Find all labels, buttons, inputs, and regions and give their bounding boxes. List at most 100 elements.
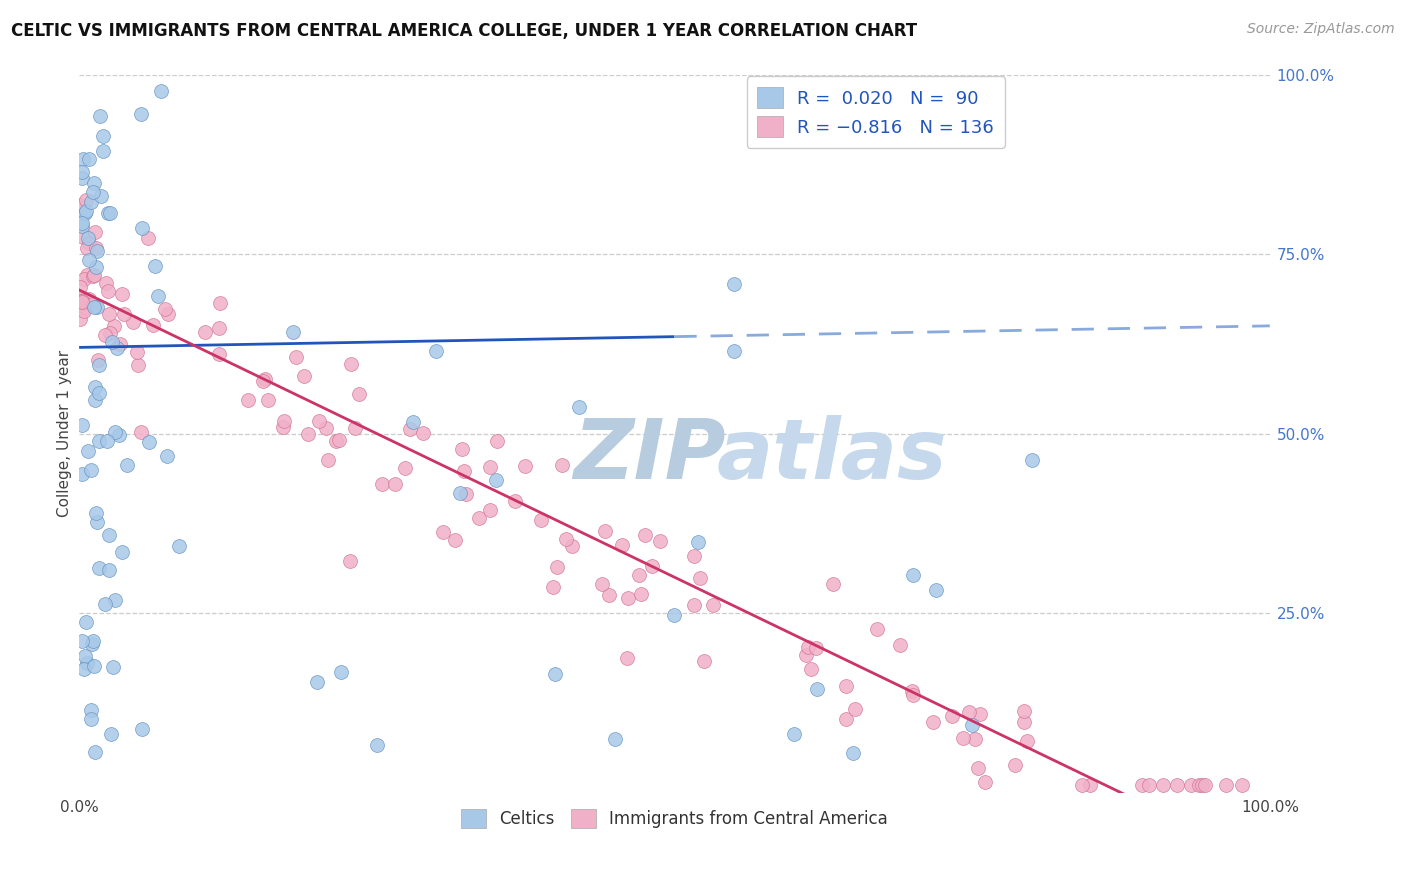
- Point: [80, 195, 103, 210]
- Point: [308, 414, 330, 428]
- Point: [252, 374, 274, 388]
- Point: [70, 418, 93, 433]
- Point: [505, 494, 527, 508]
- Point: [399, 422, 422, 436]
- Point: [83, 268, 105, 282]
- Point: [723, 343, 745, 358]
- Point: [70, 170, 93, 185]
- Point: [69, 280, 91, 294]
- Point: [129, 425, 152, 439]
- Point: [806, 640, 828, 655]
- Point: [98, 307, 121, 321]
- Point: [969, 706, 991, 721]
- Point: [561, 540, 583, 554]
- Point: [1137, 779, 1160, 793]
- Point: [87, 386, 110, 401]
- Point: [87, 358, 110, 372]
- Point: [75, 301, 97, 316]
- Point: [127, 358, 149, 372]
- Point: [96, 434, 118, 448]
- Text: ZIP: ZIP: [574, 415, 725, 496]
- Point: [693, 654, 716, 668]
- Point: [339, 554, 361, 568]
- Point: [80, 637, 103, 651]
- Legend: Celtics, Immigrants from Central America: Celtics, Immigrants from Central America: [454, 802, 894, 835]
- Point: [84, 380, 107, 394]
- Point: [1132, 779, 1154, 793]
- Point: [98, 563, 121, 577]
- Point: [89, 434, 111, 448]
- Point: [544, 667, 567, 681]
- Point: [330, 665, 353, 680]
- Point: [900, 684, 922, 698]
- Point: [513, 458, 536, 473]
- Point: [1004, 757, 1026, 772]
- Point: [125, 344, 148, 359]
- Point: [91, 145, 114, 159]
- Point: [952, 731, 974, 745]
- Point: [889, 638, 911, 652]
- Point: [328, 434, 350, 448]
- Point: [1166, 779, 1188, 793]
- Point: [155, 302, 177, 317]
- Point: [208, 347, 231, 361]
- Point: [75, 649, 97, 664]
- Point: [72, 153, 94, 167]
- Point: [794, 648, 817, 662]
- Point: [70, 467, 93, 481]
- Point: [1215, 779, 1237, 793]
- Point: [101, 660, 124, 674]
- Point: [70, 216, 93, 230]
- Point: [921, 714, 943, 729]
- Point: [844, 702, 866, 716]
- Point: [208, 321, 231, 335]
- Point: [73, 272, 96, 286]
- Point: [83, 659, 105, 673]
- Point: [69, 312, 91, 326]
- Point: [401, 416, 423, 430]
- Point: [479, 460, 502, 475]
- Point: [688, 535, 710, 549]
- Point: [347, 387, 370, 401]
- Point: [86, 301, 108, 315]
- Point: [485, 474, 508, 488]
- Point: [941, 708, 963, 723]
- Point: [554, 532, 576, 546]
- Point: [1080, 779, 1102, 793]
- Point: [97, 528, 120, 542]
- Text: CELTIC VS IMMIGRANTS FROM CENTRAL AMERICA COLLEGE, UNDER 1 YEAR CORRELATION CHAR: CELTIC VS IMMIGRANTS FROM CENTRAL AMERIC…: [11, 22, 917, 40]
- Point: [541, 580, 564, 594]
- Point: [702, 598, 724, 612]
- Point: [835, 679, 858, 693]
- Point: [77, 236, 100, 251]
- Point: [394, 460, 416, 475]
- Point: [297, 427, 319, 442]
- Point: [107, 341, 129, 355]
- Point: [273, 420, 295, 434]
- Point: [84, 260, 107, 275]
- Point: [131, 722, 153, 736]
- Point: [530, 513, 553, 527]
- Point: [901, 688, 924, 702]
- Point: [664, 608, 686, 623]
- Point: [343, 421, 366, 435]
- Point: [800, 662, 823, 676]
- Point: [97, 284, 120, 298]
- Point: [157, 307, 180, 321]
- Point: [79, 463, 101, 477]
- Point: [86, 516, 108, 530]
- Point: [90, 189, 112, 203]
- Point: [412, 426, 434, 441]
- Point: [108, 337, 131, 351]
- Point: [546, 560, 568, 574]
- Point: [82, 296, 104, 310]
- Point: [236, 393, 259, 408]
- Point: [257, 392, 280, 407]
- Point: [1191, 779, 1213, 793]
- Point: [1012, 704, 1035, 718]
- Point: [1021, 453, 1043, 467]
- Point: [973, 775, 995, 789]
- Point: [115, 458, 138, 472]
- Point: [284, 350, 307, 364]
- Point: [89, 109, 111, 123]
